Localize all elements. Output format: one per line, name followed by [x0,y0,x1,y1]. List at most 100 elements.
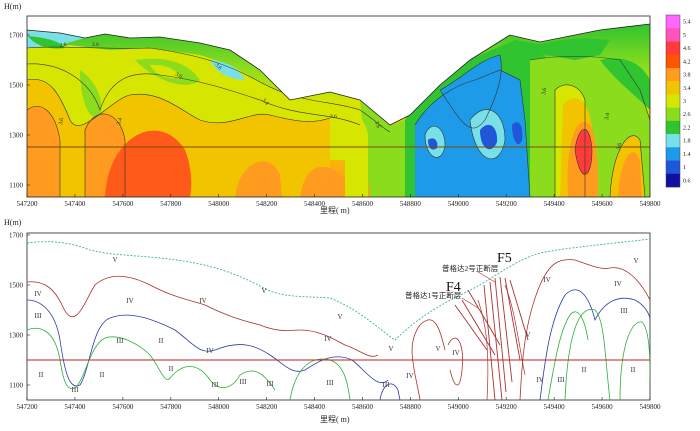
colorbar-swatch [666,120,680,135]
bottom-y-axis-title: H(m) [4,218,22,227]
topography-line [27,238,650,341]
colorbar-label: 0.6 [683,178,691,184]
rock-grade-label: II [582,366,587,374]
rock-grade-label: IV [199,297,206,305]
fault-f5-desc: 普格达2号正断层 [442,263,499,273]
y-tick-label: 1300 [9,332,24,340]
y-tick-label: 1500 [9,282,24,290]
top-x-axis-title: 里程( m) [320,206,350,215]
bottom-plot-frame [26,232,651,401]
colorbar-swatch [666,15,680,29]
contour-label: 2.6 [92,42,99,48]
rock-grade-label: IV [126,297,133,305]
rock-grade-label: III [383,381,391,389]
colorbar-swatch [666,28,680,42]
y-tick-label: 1100 [9,182,23,190]
colorbar-label: 2.6 [683,112,691,118]
rock-grade-label: V [633,257,638,265]
colorbar-swatch [666,147,680,161]
colorbar-swatch [666,94,680,108]
y-tick-label: 1700 [9,232,24,240]
rock-grade-label: III [267,380,275,388]
top-plot-frame [26,15,651,198]
x-tick-label: 548800 [400,403,422,411]
bottom-x-ticks: 547200 547400 547600 547800 548000 548200 5484… [17,397,662,411]
rock-grade-label: II [631,366,636,374]
x-tick-label: 547400 [64,200,86,208]
contour-label: 3.4 [260,97,269,106]
contour-label: 3.4 [116,117,124,125]
x-tick-label: 549800 [640,403,662,411]
x-tick-label: 548800 [400,200,422,208]
colorbar-label: 5 [683,33,686,39]
fault-label-leaders [461,271,496,309]
rock-grade-label: IV [206,347,213,355]
colorbar-swatch [666,81,680,95]
rock-grade-label: V [525,331,530,339]
contour-label: 3.6 [616,142,623,150]
x-tick-label: 548600 [352,403,374,411]
x-tick-label: 548200 [256,403,278,411]
x-tick-label: 549600 [592,200,614,208]
rock-grade-label: V [388,345,393,353]
fault-f4-desc: 普格达1号正断层 [405,290,462,300]
x-tick-label: 548600 [352,200,374,208]
contour-label: 3.6 [330,114,337,120]
rock-grade-label: III [327,379,335,387]
fault-f4-label: F4 [446,280,461,295]
x-tick-label: 548000 [208,200,230,208]
rock-grade-label: IV [614,280,621,288]
x-tick-label: 549200 [496,200,518,208]
colorbar-label: 4.2 [683,59,691,65]
rock-grade-label: V [112,256,117,264]
x-tick-label: 547600 [112,403,134,411]
fault-f5-label: F5 [497,251,512,266]
contour-label: 3.6 [174,72,183,81]
rock-grade-label: V [337,313,342,321]
x-tick-label: 547800 [160,200,182,208]
x-tick-label: 547400 [64,403,86,411]
rock-grade-label: IV [543,276,550,284]
rock-grade-label: III [35,312,43,320]
x-tick-label: 547200 [17,200,39,208]
rock-grade-label: IV [536,376,543,384]
rock-grade-label: III [240,378,248,386]
x-tick-label: 549400 [544,403,566,411]
colorbar-label: 3.4 [683,86,691,92]
rock-grade-label: III [558,376,566,384]
contour-label: 3.6 [541,87,548,95]
x-tick-label: 549800 [640,200,662,208]
y-tick-label: 1700 [9,32,24,40]
x-tick-label: 547800 [160,403,182,411]
contour-labels: 2.6 2.6 3.6 3.4 3.6 3.6 3.4 3.6 3.6 3.6 3.4 3.6 [58,42,623,151]
bottom-x-axis-title: 里程( m) [320,415,350,424]
rock-grade-label: III [212,381,220,389]
colorbar-frame [665,14,681,188]
x-tick-label: 548200 [256,200,278,208]
rock-grade-label: III [72,386,80,394]
colorbar-label: 5.4 [683,20,691,26]
top-y-ticks: 1700 1500 1300 1100 [9,32,30,190]
rock-grade-label: II [39,371,44,379]
colorbar-label: 3 [683,99,686,105]
resistivity-colorbar: 5.4 5 4.6 4.2 3.8 3.4 3 2.6 2.2 1.8 1.4 1 0.6 [665,14,691,188]
rock-grade-label: IV [452,349,459,357]
y-tick-label: 1500 [9,82,24,90]
x-tick-label: 547600 [112,200,134,208]
x-tick-label: 548400 [304,200,326,208]
colorbar-label: 2.2 [683,125,691,131]
y-tick-label: 1100 [9,382,23,390]
contour-label: 3.6 [214,62,223,71]
x-tick-label: 549400 [544,200,566,208]
rock-grade-label: III [621,307,629,315]
colorbar-swatch [666,107,680,122]
x-tick-label: 549000 [448,403,470,411]
rock-grade-label: II [159,337,164,345]
rock-grade-label: V [435,345,440,353]
resistivity-contour-fill [27,16,650,197]
bottom-y-ticks: 1700 1500 1300 1100 [9,232,30,390]
colorbar-swatch [666,67,680,82]
